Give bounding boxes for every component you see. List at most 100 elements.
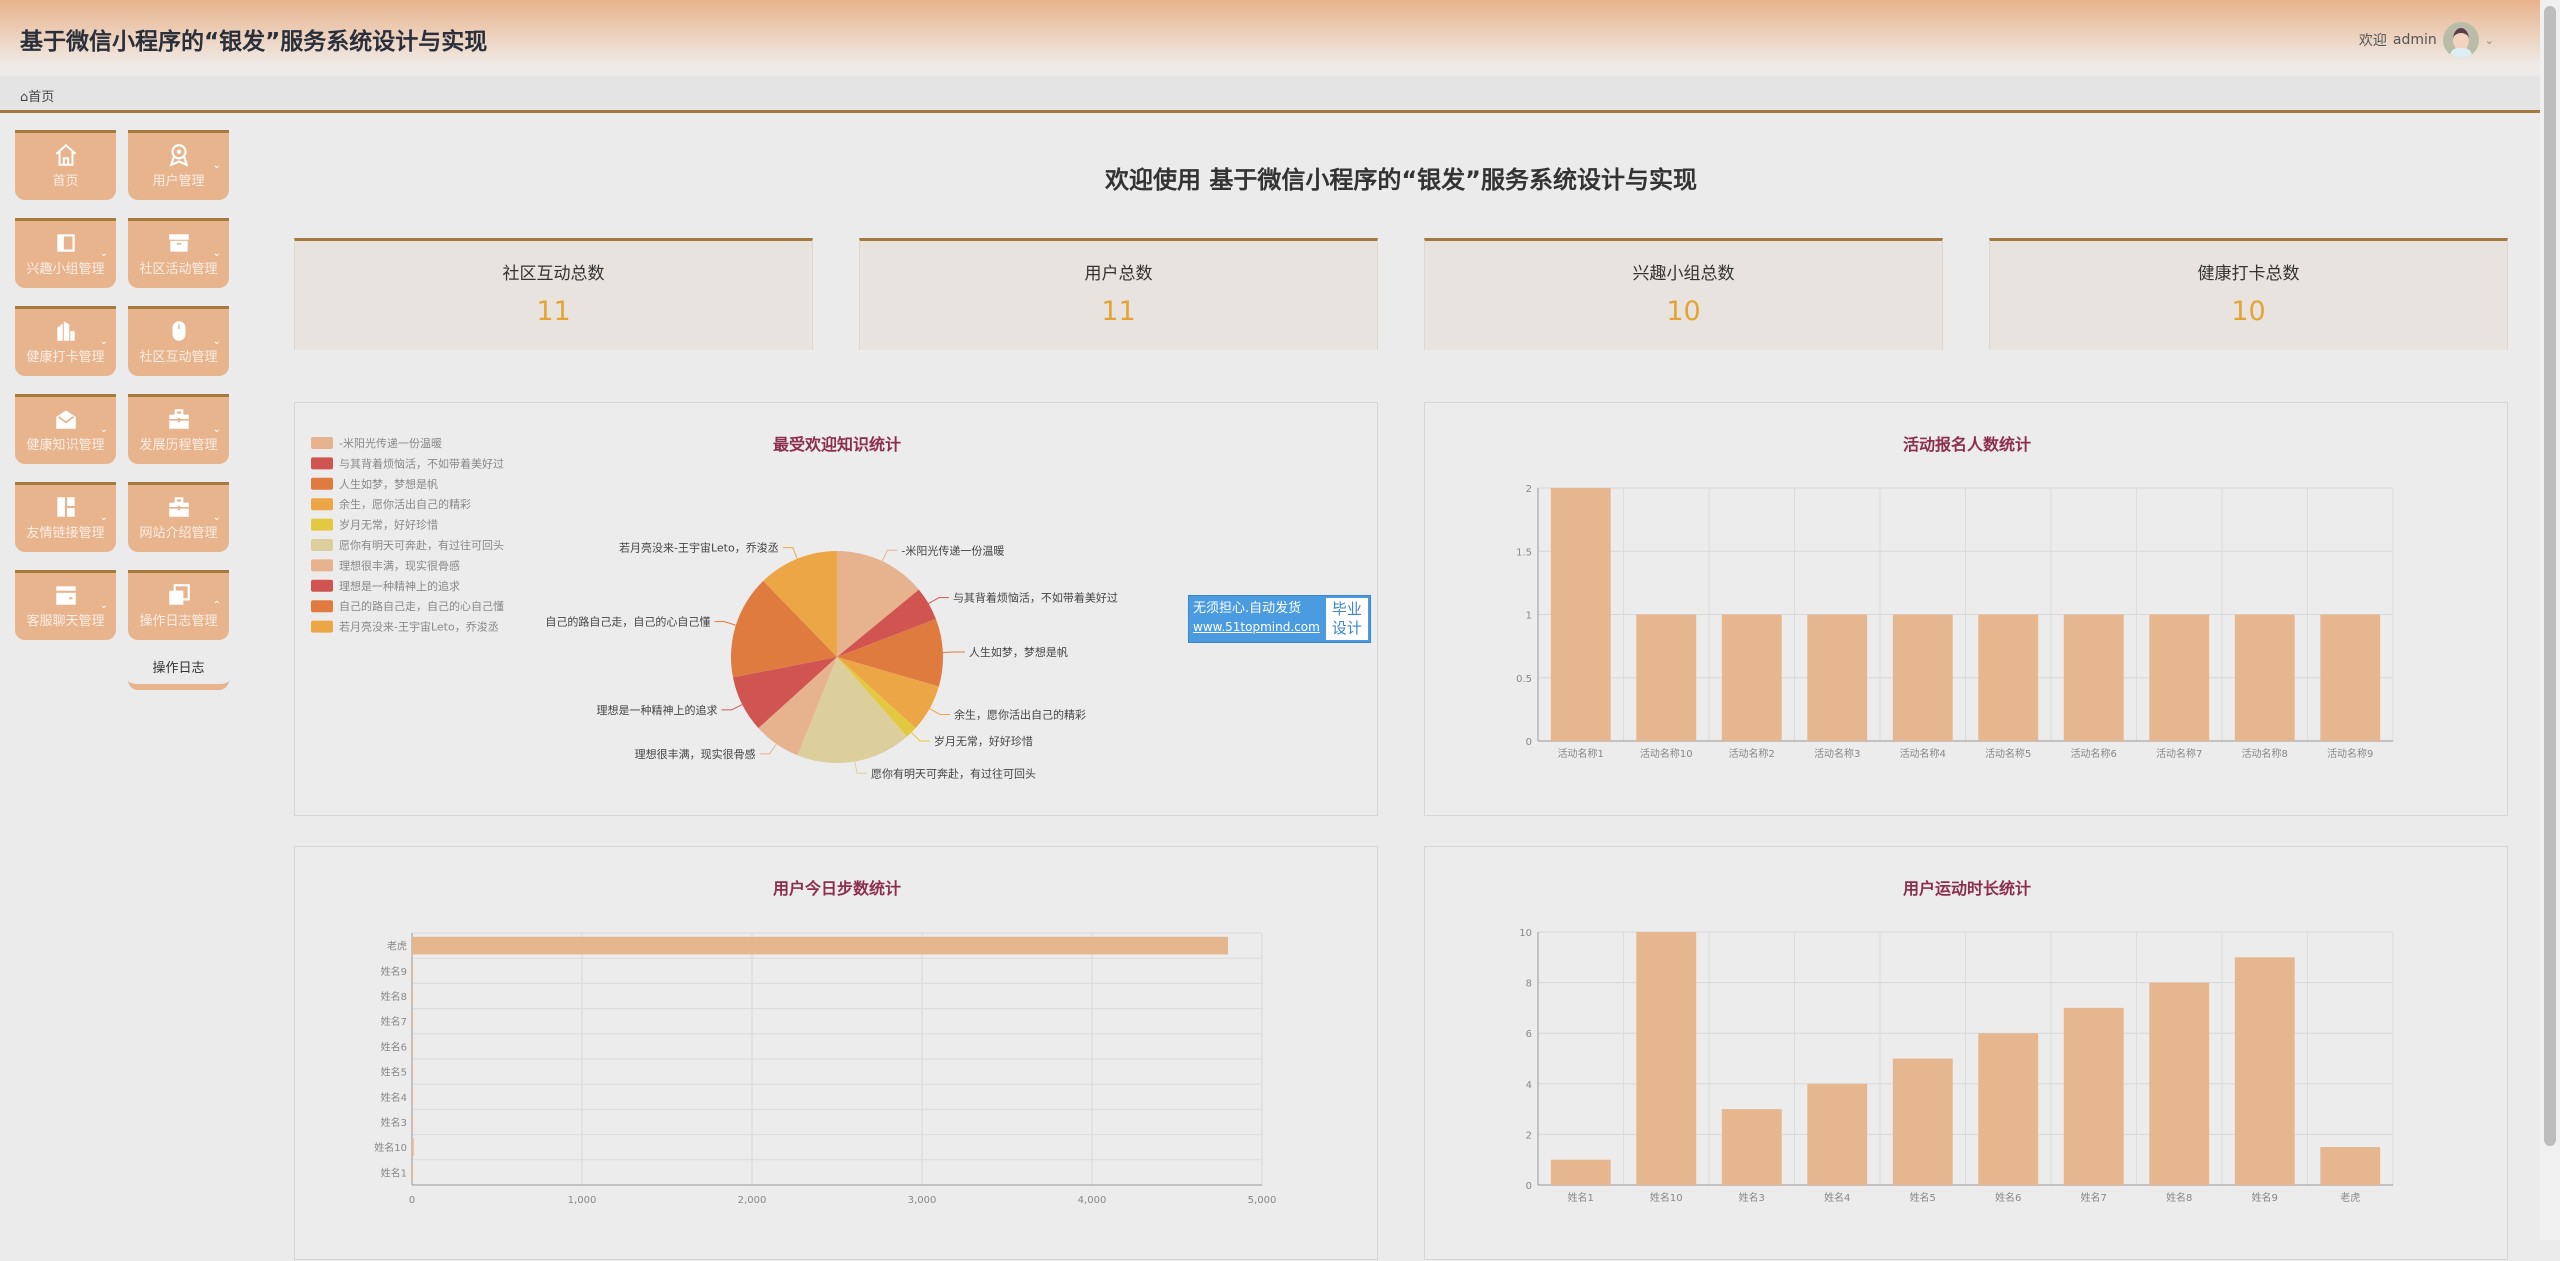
legend-swatch — [311, 477, 333, 490]
pie-label-line — [782, 547, 798, 559]
chevron-icon: ⌄ — [212, 160, 221, 171]
home-icon — [55, 143, 76, 166]
ad-link[interactable]: www.51topmind.com — [1193, 620, 1320, 634]
bar — [412, 1113, 413, 1131]
x-tick-label: 2,000 — [738, 1195, 767, 1206]
stat-value: 10 — [2231, 296, 2266, 327]
app-title: 基于微信小程序的“银发”服务系统设计与实现 — [20, 29, 488, 55]
y-tick-label: 姓名8 — [381, 990, 407, 1003]
sidebar-item-4[interactable]: 健康打卡管理 ⌄ — [15, 306, 116, 376]
chart-title: 用户运动时长统计 — [1903, 879, 2031, 898]
sidebar-item-label: 社区活动管理 — [139, 262, 218, 277]
avatar[interactable] — [2442, 22, 2479, 58]
y-tick-label: 8 — [1526, 979, 1532, 990]
x-tick-label: 活动名称5 — [1985, 747, 2031, 760]
bar — [1550, 488, 1611, 741]
legend-label: 自己的路自己走，自己的心自己懂 — [339, 599, 504, 613]
y-tick-label: 2 — [1526, 484, 1532, 495]
scrollbar-thumb[interactable] — [2544, 6, 2556, 1146]
y-tick-label: 姓名4 — [381, 1091, 407, 1104]
sidebar-item-8[interactable]: 友情链接管理 ⌄ — [15, 482, 116, 552]
chevron-icon: ⌃ — [212, 600, 221, 611]
user-icon — [169, 144, 188, 167]
y-tick-label: 0 — [1526, 1181, 1532, 1192]
sidebar-item-label: 兴趣小组管理 — [26, 262, 105, 277]
bar — [412, 1037, 413, 1056]
x-tick-label: 活动名称3 — [1814, 747, 1860, 760]
bar — [412, 936, 1228, 955]
chevron-icon: ⌄ — [99, 336, 108, 347]
sidebar-item-3[interactable]: 社区活动管理 ⌄ — [128, 218, 229, 288]
sidebar-item-label: 健康知识管理 — [26, 438, 105, 453]
activity-signup-chart-panel: 活动报名人数统计 0 0.5 1 1.5 2 活动名称1 活动名称10 活动名称2 活动名称3 活动… — [1424, 402, 2508, 816]
bar — [2234, 957, 2295, 1185]
y-tick-label: 2 — [1526, 1130, 1532, 1141]
x-tick-label: 姓名3 — [1739, 1191, 1765, 1204]
steps-bar-chart: 用户今日步数统计 0 1,000 2,000 3,000 4,000 5,000 姓名1 姓名1… — [374, 879, 1276, 1206]
pie-label: 愿你有明天可奔赴，有过往可回头 — [871, 766, 1036, 780]
chevron-icon: ⌄ — [99, 248, 108, 259]
scrollbar[interactable] — [2540, 0, 2560, 1240]
bar — [1721, 1109, 1782, 1185]
submenu-item-operation-log[interactable]: 操作日志 — [128, 645, 229, 690]
bar — [412, 1163, 413, 1182]
legend-label: 若月亮没来-王宇宙Leto，乔浚丞 — [339, 620, 499, 634]
legend-swatch — [311, 579, 333, 592]
sidebar-item-0[interactable]: 首页 — [15, 130, 116, 200]
stat-value: 10 — [1666, 296, 1701, 327]
pie-label: 理想是一种精神上的追求 — [597, 703, 718, 717]
pie-slice — [837, 657, 916, 737]
legend-label: 人生如梦，梦想是帆 — [339, 477, 438, 491]
pie-slice — [837, 657, 939, 729]
chevron-down-icon[interactable]: ⌄ — [2484, 33, 2494, 47]
legend-label: 理想很丰满，现实很骨感 — [339, 558, 460, 572]
x-tick-label: 姓名4 — [1824, 1191, 1850, 1204]
bar — [2149, 982, 2210, 1185]
legend-swatch — [311, 518, 333, 531]
square-icon — [56, 234, 75, 252]
chevron-icon: ⌄ — [99, 424, 108, 435]
sidebar-item-10[interactable]: 客服聊天管理 ⌄ — [15, 570, 116, 640]
x-tick-label: 老虎 — [2340, 1191, 2360, 1204]
sidebar-item-2[interactable]: 兴趣小组管理 ⌄ — [15, 218, 116, 288]
steps-chart-panel: 用户今日步数统计 0 1,000 2,000 3,000 4,000 5,000 姓名1 姓名1… — [294, 846, 1378, 1260]
stat-label: 健康打卡总数 — [2197, 264, 2300, 284]
x-tick-label: 4,000 — [1078, 1195, 1107, 1206]
bar — [2063, 614, 2124, 741]
sidebar-item-label: 首页 — [52, 174, 79, 189]
sidebar-item-label: 操作日志管理 — [139, 614, 218, 629]
sidebar-item-1[interactable]: 用户管理 ⌄ — [128, 130, 229, 200]
bar — [412, 1062, 413, 1081]
sidebar-item-5[interactable]: 社区互动管理 ⌄ — [128, 306, 229, 376]
pie-label-line — [928, 597, 949, 605]
sidebar-item-9[interactable]: 网站介绍管理 ⌄ — [128, 482, 229, 552]
home-icon: ⌂ — [20, 90, 29, 105]
stat-value: 11 — [536, 296, 571, 327]
bar — [1721, 614, 1782, 741]
sidebar-item-label: 用户管理 — [152, 174, 205, 189]
sidebar-item-11[interactable]: 操作日志管理 ⌃ — [128, 570, 229, 640]
y-tick-label: 0 — [1526, 737, 1532, 748]
chevron-icon: ⌄ — [212, 512, 221, 523]
ad-banner[interactable]: 无须担心.自动发货 www.51topmind.com 毕业 设计 — [1188, 595, 1371, 643]
breadcrumb: ⌂首页 — [0, 76, 2540, 113]
pie-slice — [732, 657, 837, 729]
pie-label-line — [714, 621, 737, 626]
stat-label: 兴趣小组总数 — [1632, 264, 1735, 284]
bar — [1550, 1159, 1611, 1185]
pie-label: 与其背着烦恼活，不如带着美好过 — [953, 591, 1118, 605]
y-tick-label: 姓名5 — [381, 1066, 407, 1079]
pie-label-line — [759, 743, 777, 755]
y-tick-label: 姓名6 — [381, 1040, 407, 1053]
bar — [1807, 1083, 1868, 1185]
x-tick-label: 活动名称4 — [1900, 747, 1946, 760]
bar — [1892, 614, 1953, 741]
user-menu[interactable]: 欢迎 admin ⌄ — [2359, 22, 2494, 58]
breadcrumb-home[interactable]: 首页 — [28, 90, 55, 105]
x-tick-label: 活动名称2 — [1729, 747, 1775, 760]
sidebar-item-7[interactable]: 发展历程管理 ⌄ — [128, 394, 229, 464]
toolbox-icon — [168, 497, 189, 517]
chart-title: 用户今日步数统计 — [773, 879, 901, 898]
sidebar-item-6[interactable]: 健康知识管理 ⌄ — [15, 394, 116, 464]
stat-card: 兴趣小组总数 10 — [1424, 238, 1943, 350]
